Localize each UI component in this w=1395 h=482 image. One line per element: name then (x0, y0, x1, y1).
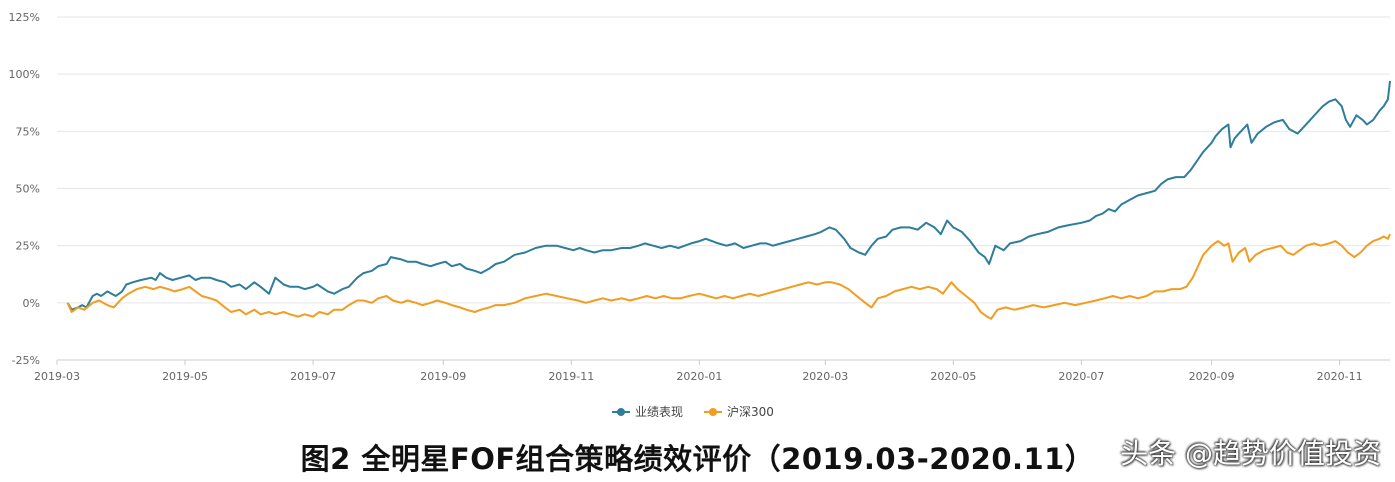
x-tick-label: 2019-05 (162, 370, 208, 383)
y-tick-label: 125% (9, 11, 40, 24)
legend-swatch-dot (709, 408, 717, 416)
x-tick-label: 2020-07 (1058, 370, 1104, 383)
x-tick-label: 2019-03 (34, 370, 80, 383)
x-tick-label: 2019-09 (420, 370, 466, 383)
watermark: 头条 @趋势价值投资 (1120, 437, 1381, 470)
line-chart: -25%0%25%50%75%100%125% 2019-03 2019-05 20… (9, 11, 1391, 419)
series-line-2 (66, 233, 1391, 320)
x-tick-label: 2019-11 (548, 370, 594, 383)
y-axis-ticks: -25% 0% 25% 50% 75% 100% 125% (9, 11, 40, 367)
legend-item-2[interactable]: 沪深300 (704, 405, 774, 419)
y-tick-label: 0% (23, 297, 40, 310)
x-tick-label: 2019-07 (290, 370, 336, 383)
y-tick-label: -25% (12, 354, 40, 367)
x-tick-label: 2020-11 (1317, 370, 1363, 383)
y-tick-label: 75% (16, 125, 40, 138)
figure-caption: 图2 全明星FOF组合策略绩效评价（2019.03-2020.11） (300, 442, 1095, 476)
y-tick-label: 100% (9, 68, 40, 81)
y-tick-label: 25% (16, 240, 40, 253)
series-line-1 (66, 80, 1391, 311)
x-tick-label: 2020-03 (802, 370, 848, 383)
x-axis: 2019-03 2019-05 2019-07 2019-09 2019-11 2020-… (34, 359, 1390, 383)
x-tick-label: 2020-05 (930, 370, 976, 383)
legend[interactable]: 业绩表现 沪深300 (612, 405, 774, 419)
legend-item-1[interactable]: 业绩表现 (612, 405, 683, 419)
legend-swatch-dot (617, 408, 625, 416)
legend-label: 沪深300 (727, 405, 774, 419)
x-tick-label: 2020-09 (1189, 370, 1235, 383)
y-tick-label: 50% (16, 183, 40, 196)
series-lines (66, 80, 1391, 320)
legend-label: 业绩表现 (635, 405, 683, 419)
x-tick-label: 2020-01 (676, 370, 722, 383)
grid-lines (57, 16, 1390, 304)
